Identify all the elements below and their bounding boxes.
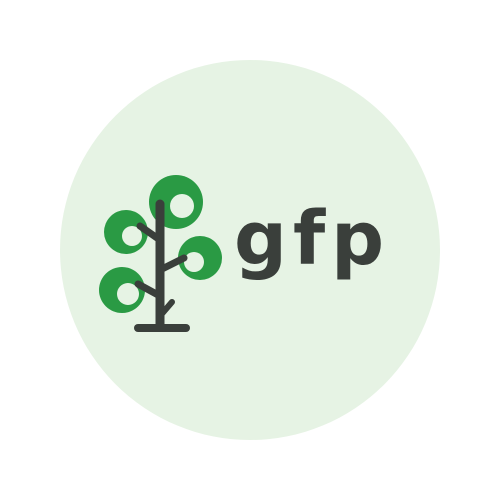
tree-icon	[99, 175, 222, 332]
logo-wordmark: gfp	[234, 202, 390, 312]
wordmark-text: gfp	[234, 196, 391, 282]
